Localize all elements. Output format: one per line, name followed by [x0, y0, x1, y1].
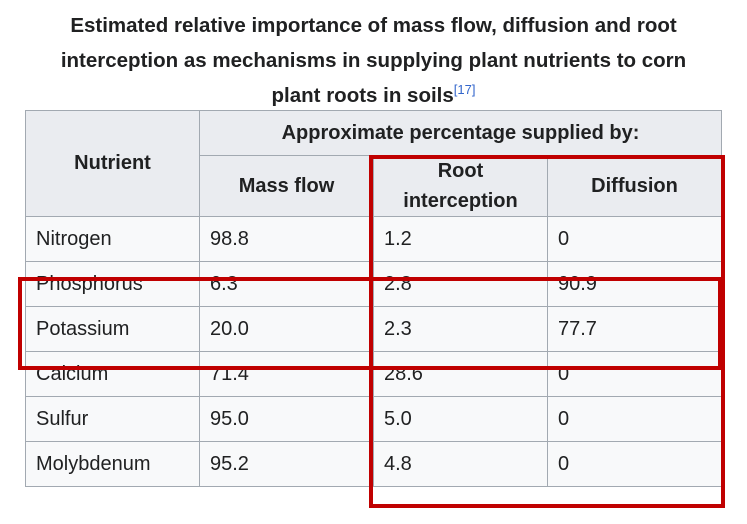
header-root-interception-line-2: interception — [403, 190, 518, 212]
cell-mass-flow: 71.4 — [199, 351, 374, 397]
cell-root-interception: 5.0 — [373, 396, 548, 442]
cell-diffusion: 0 — [547, 351, 722, 397]
cell-root-interception: 2.8 — [373, 261, 548, 307]
cell-mass-flow: 95.0 — [199, 396, 374, 442]
cell-nutrient: Potassium — [25, 306, 200, 352]
cell-nutrient: Calcium — [25, 351, 200, 397]
cell-root-interception: 1.2 — [373, 216, 548, 262]
table-row: Phosphorus 6.3 2.8 90.9 — [25, 261, 722, 307]
header-diffusion: Diffusion — [547, 155, 722, 217]
cell-diffusion: 0 — [547, 216, 722, 262]
cell-mass-flow: 20.0 — [199, 306, 374, 352]
cell-mass-flow: 95.2 — [199, 441, 374, 487]
header-mass-flow: Mass flow — [199, 155, 374, 217]
cell-nutrient: Phosphorus — [25, 261, 200, 307]
caption-line-3: plant roots in soils[17] — [20, 78, 727, 113]
cell-root-interception: 2.3 — [373, 306, 548, 352]
cell-root-interception: 28.6 — [373, 351, 548, 397]
cell-nutrient: Nitrogen — [25, 216, 200, 262]
cell-diffusion: 90.9 — [547, 261, 722, 307]
cell-nutrient: Sulfur — [25, 396, 200, 442]
cell-diffusion: 0 — [547, 441, 722, 487]
cell-diffusion: 0 — [547, 396, 722, 442]
table-row: Nitrogen 98.8 1.2 0 — [25, 216, 722, 262]
cell-mass-flow: 6.3 — [199, 261, 374, 307]
cell-mass-flow: 98.8 — [199, 216, 374, 262]
caption-line-3-text: plant roots in soils — [271, 84, 454, 107]
cell-nutrient: Molybdenum — [25, 441, 200, 487]
header-approximate-percentage: Approximate percentage supplied by: — [199, 110, 722, 156]
table-row: Molybdenum 95.2 4.8 0 — [25, 441, 722, 487]
table-caption: Estimated relative importance of mass fl… — [20, 8, 727, 113]
table-row: Calcium 71.4 28.6 0 — [25, 351, 722, 397]
header-root-interception: Root interception — [373, 155, 548, 217]
cell-root-interception: 4.8 — [373, 441, 548, 487]
table-row: Sulfur 95.0 5.0 0 — [25, 396, 722, 442]
nutrient-table: Nutrient Approximate percentage supplied… — [25, 110, 722, 487]
table-row: Potassium 20.0 2.3 77.7 — [25, 306, 722, 352]
reference-link[interactable]: [17] — [453, 82, 476, 98]
cell-diffusion: 77.7 — [547, 306, 722, 352]
header-nutrient: Nutrient — [25, 110, 200, 217]
caption-line-1: Estimated relative importance of mass fl… — [70, 14, 677, 37]
caption-line-2: interception as mechanisms in supplying … — [60, 49, 687, 72]
header-root-interception-line-1: Root — [437, 160, 484, 182]
